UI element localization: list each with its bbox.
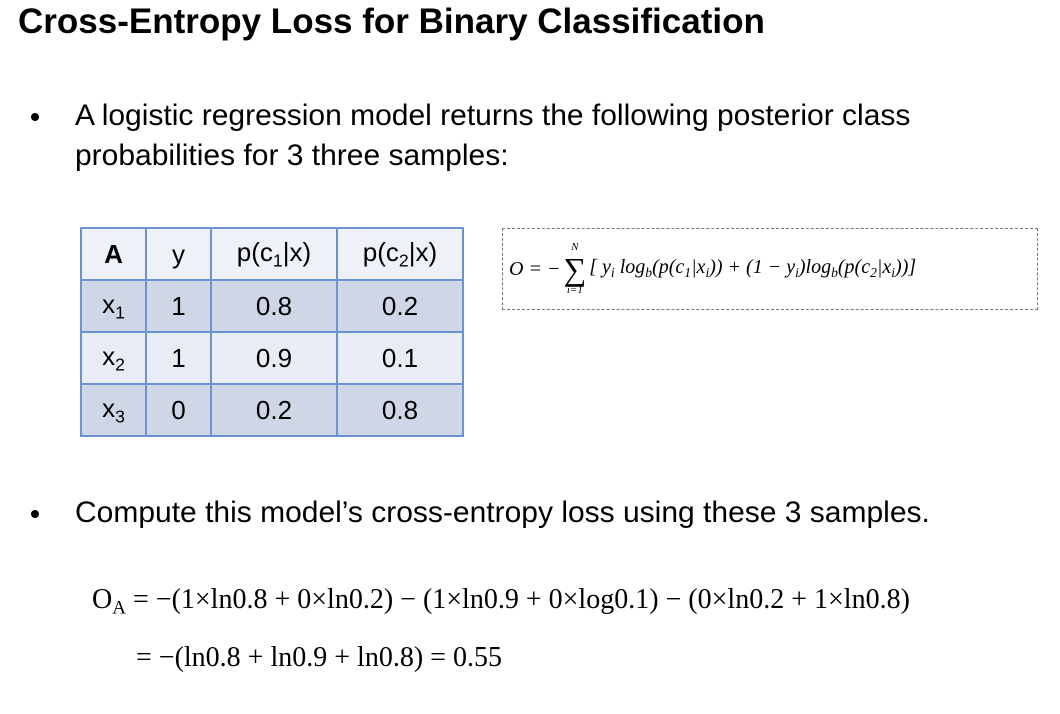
table-cell: 1 [145,331,212,385]
subscript: 2 [115,354,125,375]
text-run: = −(1×ln0.8 + 0×ln0.2) − (1×ln0.9 + 0×lo… [125,584,910,615]
subscript: b [645,265,653,281]
subscript: 2 [398,250,409,271]
subscript: 1 [115,302,125,323]
text-run: 0.2 [255,394,293,425]
text-run: (p(c [837,256,871,279]
text-run: 0.9 [255,342,293,373]
text-run: 0.2 [381,290,419,321]
header-cell: y [145,227,212,281]
text-run: 0 [171,394,186,425]
text-run: |x) [282,236,312,267]
table-cell: 0 [145,383,212,437]
text-run: p(c [362,236,399,267]
text-run: y [172,238,185,269]
table-cell: 0.8 [336,383,464,437]
slide-title: Cross-Entropy Loss for Binary Classifica… [18,2,765,41]
sum-bottom: i=1 [566,284,583,296]
table-row: x2 1 0.9 0.1 [80,331,464,385]
subscript: 1 [272,250,283,271]
text-run: 0.8 [381,394,419,425]
table-row: x1 1 0.8 0.2 [80,279,464,333]
text-run: 1 [171,342,186,373]
formula-body: [ yi logb(p(c1|xi)) + (1 − yi)logb(p(c2|… [589,256,916,281]
text-run: |x) [408,236,438,267]
table-row: x3 0 0.2 0.8 [80,383,464,437]
text-run: (p(c [652,256,685,279]
table-cell: x2 [80,331,147,385]
text-run: 0.8 [255,290,293,321]
text-run: 0.1 [381,342,419,373]
sum-symbol: ∑ [563,251,587,287]
text-run: A [104,238,123,269]
header-cell: p(c1|x) [210,227,338,281]
bullet-dot [31,113,39,121]
text-run: ))] [895,256,917,279]
subscript: i [795,265,799,281]
text-run: )log [798,256,832,279]
text-run: |x [876,256,892,279]
text-run: log [614,256,646,279]
header-cell: A [80,227,147,281]
text-run: x [102,288,116,319]
table-cell: 0.8 [210,279,338,333]
subscript: i [610,265,615,281]
subscript: A [112,597,126,619]
text-run: 1 [171,290,186,321]
text-run: x [102,392,116,423]
bullet-dot [31,510,39,518]
subscript: i [705,265,710,281]
header-cell: p(c2|x) [336,227,464,281]
sum-top: N [571,241,579,253]
computation-line: OA = −(1×ln0.8 + 0×ln0.2) − (1×ln0.9 + 0… [92,584,910,620]
table-cell: x1 [80,279,147,333]
table-cell: 1 [145,279,212,333]
table-cell: 0.1 [336,331,464,385]
text-run: p(c [236,236,273,267]
formula-lhs: O = − [509,257,561,280]
text-run: = −(ln0.8 + ln0.9 + ln0.8) = 0.55 [136,642,502,673]
subscript: 3 [115,406,125,427]
table-cell: 0.2 [336,279,464,333]
subscript: b [831,265,838,281]
subscript: i [891,265,896,281]
subscript: 2 [870,265,877,281]
text-run: )) + (1 − y [709,256,796,279]
text-run: |x [691,256,706,279]
table-cell: 0.9 [210,331,338,385]
text-run: O [92,584,113,615]
table-cell: 0.2 [210,383,338,437]
text-run: [ y [589,256,611,279]
table-cell: x3 [80,383,147,437]
computation-line: = −(ln0.8 + ln0.9 + ln0.8) = 0.55 [136,642,502,674]
bullet-text: A logistic regression model returns the … [75,99,911,172]
bullet-text: Compute this model’s cross-entropy loss … [75,496,930,529]
subscript: 1 [684,265,692,281]
text-run: x [102,340,116,371]
loss-formula: O = − N ∑ i=1 [ yi logb(p(c1|xi)) + (1 −… [502,228,1038,310]
summation: N ∑ i=1 [563,242,586,296]
